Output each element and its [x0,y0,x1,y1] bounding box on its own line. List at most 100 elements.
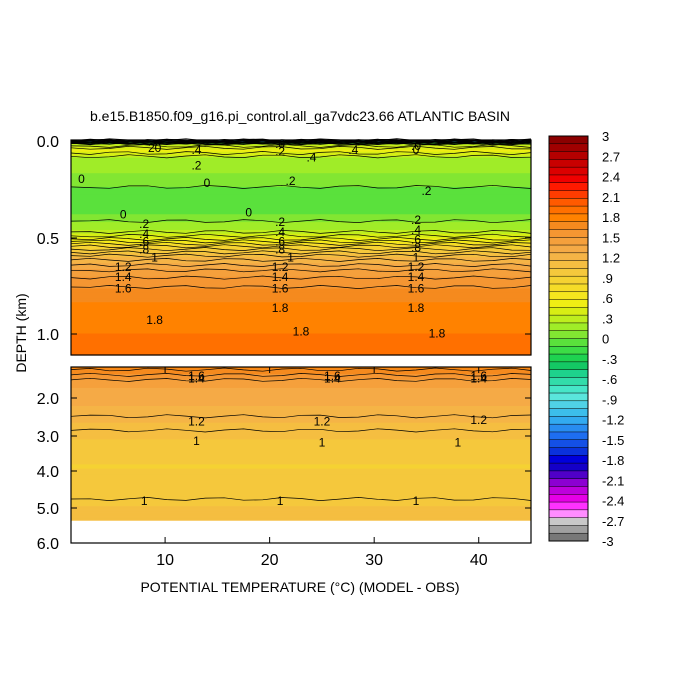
x-tick-label: 20 [261,552,279,569]
contour-band [71,400,531,403]
contour-line [70,233,532,238]
contour-label: .0 [411,139,421,153]
contour-band [71,396,531,399]
contour-band [71,190,531,194]
contour-band [71,280,531,284]
contour-line [70,145,531,150]
contour-band [71,401,531,404]
colorbar-label: 2.4 [602,170,620,185]
contour-band [71,380,531,383]
contour-band [71,453,531,456]
y-tick-label: 3.0 [37,429,59,446]
colorbar-swatch [549,478,588,487]
contour-band [71,419,531,422]
contour-label: 1.8 [146,313,163,327]
contour-band [71,165,531,168]
colorbar-swatch [549,377,588,386]
colorbar-swatch [549,400,588,409]
contour-band [71,339,531,342]
colorbar-swatch [549,245,588,254]
contour-band [71,345,531,348]
colorbar-swatch [549,283,588,293]
contour-label: 1.4 [408,270,425,284]
contour-band [71,167,531,170]
contour-band [71,468,531,471]
contour-band [71,393,531,396]
contour-band [71,202,531,206]
contour-band [71,450,531,453]
contour-band [71,292,531,296]
contour-band [71,159,531,163]
colorbar-label: -.6 [602,372,617,387]
contour-band [71,517,531,520]
contour-band [71,375,531,378]
contour-band [71,216,531,219]
contour-band [71,502,531,505]
contour-band [71,397,531,400]
contour-label: 1.2 [408,260,425,274]
contour-label: .8 [139,242,149,256]
contour-line [70,377,532,382]
contour-band [71,483,531,486]
contour-band [71,463,531,466]
contour-band [71,196,531,200]
contour-label: 1.4 [188,372,205,386]
contour-band [71,218,531,221]
contour-band [71,479,531,482]
contour-line [70,219,532,224]
contour-line [70,253,532,258]
contour-line [70,151,532,155]
y-tick-label: 1.0 [37,327,59,344]
contour-band [71,306,531,309]
y-tick-label: 0.0 [37,134,59,151]
colorbar-swatch [549,525,588,534]
colorbar-label: -2.1 [602,473,624,488]
contour-line [70,250,532,255]
contour-band [71,294,531,297]
contour-band [71,431,531,434]
colorbar-swatch [549,260,588,269]
contour-line [70,367,532,372]
contour-label: 1.2 [272,260,289,274]
contour-band [71,508,531,511]
contour-band [71,476,531,479]
contour-label: 1.8 [408,301,425,315]
colorbar-swatch [549,143,588,152]
contour-band [71,425,531,428]
colorbar-swatch [549,517,588,526]
contour-label: 1.6 [324,369,341,383]
colorbar-swatch [549,136,588,145]
y-tick-label: 2.0 [37,391,59,408]
contour-band [71,421,531,424]
contour-label: 1.2 [115,260,132,274]
contour-label: .4 [411,223,421,237]
contour-band [71,288,531,292]
contour-band [71,284,531,288]
contour-label: .6 [411,233,421,247]
contour-band [71,515,531,518]
contour-band [71,308,531,311]
contour-line [70,236,532,241]
contour-band [71,373,531,376]
contour-band [71,222,531,225]
contour-band [71,259,531,262]
contour-band [71,410,531,413]
colorbar-swatch [549,307,588,316]
contour-band [71,253,531,256]
contour-label: 1 [413,250,420,264]
contour-band [71,387,531,390]
contour-band [71,282,531,286]
colorbar-label: -1.2 [602,413,624,428]
contour-band [71,504,531,507]
contour-label: .4 [348,143,358,157]
contour-band [71,378,531,381]
contour-band [71,394,531,397]
colorbar-swatch [549,268,588,277]
contour-band [71,518,531,521]
contour-label: .4 [306,151,316,165]
contour-band [71,270,531,274]
contour-label: .4 [139,227,149,241]
contour-band [71,200,531,204]
colorbar-swatch [549,486,588,495]
contour-label: .2 [275,145,285,159]
